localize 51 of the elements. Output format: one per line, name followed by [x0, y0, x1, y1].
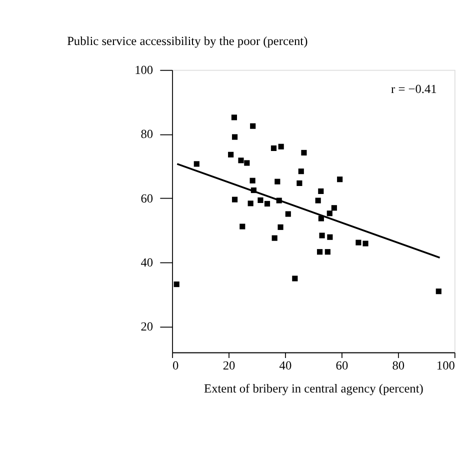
point [315, 198, 321, 204]
point [318, 188, 324, 194]
x-tick-label: 100 [436, 358, 455, 373]
x-tick-label: 0 [172, 358, 179, 373]
point [240, 224, 246, 230]
point [324, 249, 330, 255]
point [238, 158, 244, 164]
point [278, 144, 284, 150]
y-tick-label: 40 [140, 255, 154, 270]
point [270, 145, 277, 152]
point [331, 205, 337, 211]
x-axis-title: Extent of bribery in central agency (percent) [204, 381, 424, 396]
point [272, 235, 278, 241]
x-tick-label: 20 [222, 358, 236, 373]
y-tick-label: 60 [140, 191, 154, 206]
point [327, 234, 333, 240]
point [232, 134, 238, 140]
y-tick-label: 100 [134, 62, 154, 77]
point [194, 161, 200, 167]
point [274, 178, 280, 184]
annotation: r = −0.41 [391, 82, 437, 96]
y-tick-label: 20 [140, 320, 154, 334]
point [436, 288, 442, 294]
point [278, 224, 284, 230]
point [337, 176, 343, 182]
point [326, 210, 332, 216]
point [285, 211, 291, 217]
point [250, 123, 256, 129]
y-tick-label: 80 [140, 127, 154, 142]
x-tick-label: 40 [279, 358, 292, 373]
point [228, 152, 234, 158]
point [232, 196, 238, 202]
x-tick-label: 60 [336, 358, 348, 373]
point [250, 178, 256, 184]
point [264, 200, 270, 207]
point [292, 276, 298, 282]
point [174, 281, 180, 288]
point [362, 240, 368, 246]
point [231, 114, 237, 120]
point [248, 200, 254, 206]
point [316, 249, 323, 255]
x-tick-label: 80 [392, 358, 405, 373]
point [318, 216, 324, 222]
point [319, 232, 325, 238]
point [258, 197, 264, 203]
point [296, 180, 302, 186]
point [356, 240, 362, 246]
point [301, 150, 307, 156]
point [298, 168, 304, 174]
point [244, 160, 250, 166]
y-axis-title: Public service accessibility by the poor (percent) [67, 34, 308, 48]
